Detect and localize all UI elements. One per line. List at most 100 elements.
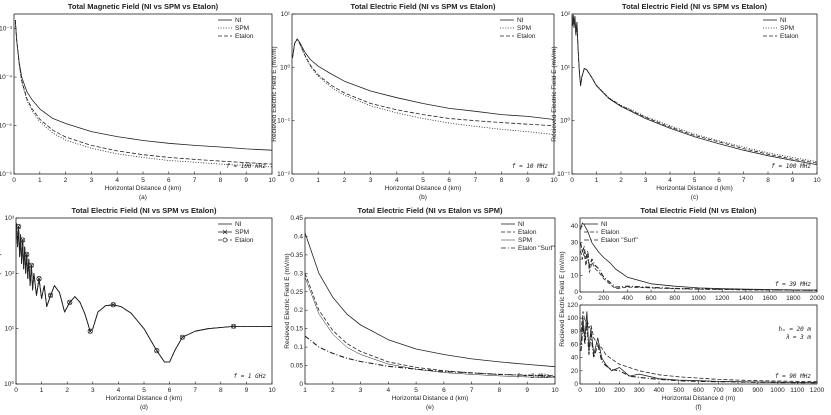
series-line-etalon — [580, 311, 817, 383]
y-axis-label: Recieved Electric Field E (mV/m) — [551, 46, 558, 141]
x-tick-label: 1 — [316, 177, 320, 184]
y-tick-label: 10⁻⁴ — [0, 74, 12, 81]
x-tick-label: 2 — [64, 177, 68, 184]
x-tick-label: 5 — [693, 177, 697, 184]
data-marker-x — [29, 263, 34, 268]
y-tick-label: 0.15 — [290, 326, 303, 333]
x-tick-label: 3 — [644, 177, 648, 184]
x-tick-label: 400 — [654, 387, 665, 394]
series-line-ni — [14, 20, 272, 151]
x-tick-label: 700 — [713, 387, 724, 394]
x-tick-label: 100 — [594, 387, 605, 394]
legend-label: NI — [235, 221, 242, 228]
series-line-etalon — [572, 14, 817, 164]
x-tick-label: 1200 — [715, 295, 730, 302]
x-axis-label: Horizontal Distance d (km) — [392, 395, 469, 402]
x-tick-label: 5 — [142, 387, 146, 394]
chart-title: Total Electric Field (NI vs Etalon) — [640, 206, 757, 215]
chart-panel-b: Total Electric Field (NI vs SPM vs Etalo… — [271, 2, 558, 201]
x-tick-label: 4 — [395, 177, 399, 184]
series-line-etalon — [292, 38, 554, 127]
x-tick-label: 6 — [168, 387, 172, 394]
x-tick-label: 1800 — [786, 295, 801, 302]
side-label: λ = 3 m — [786, 334, 812, 341]
series-line-etalon-surf — [580, 242, 817, 291]
x-tick-label: 300 — [634, 387, 645, 394]
chart-title: Total Electric Field (NI vs SPM vs Etalo… — [622, 2, 767, 11]
x-tick-label: 8 — [766, 177, 770, 184]
x-tick-label: 5 — [141, 177, 145, 184]
x-tick-label: 4 — [387, 387, 391, 394]
series-line-etalon-surf — [580, 320, 817, 384]
x-tick-label: 9 — [244, 177, 248, 184]
frequency-annotation: f = 3 MHz — [516, 373, 549, 380]
x-tick-label: 2 — [65, 387, 69, 394]
x-tick-label: 6 — [717, 177, 721, 184]
y-axis-label: Recieved Electric Field E (mV/m) — [559, 251, 566, 346]
series-line-spm — [14, 20, 272, 168]
legend-label: NI — [235, 17, 242, 24]
series-line-spm — [305, 276, 555, 378]
y-tick-label: 10¹ — [561, 64, 571, 71]
y-tick-label: 0 — [574, 289, 578, 296]
y-tick-label: 60 — [571, 342, 579, 349]
panel-caption: (d) — [140, 404, 148, 411]
plot-frame — [304, 217, 556, 385]
y-tick-label: 120 — [567, 302, 578, 309]
x-tick-label: 3 — [90, 177, 94, 184]
x-axis-label: Horizontal Distance d (km) — [106, 395, 183, 402]
y-tick-label: 10² — [5, 270, 15, 277]
y-tick-label: 10⁰ — [4, 380, 14, 388]
y-axis-label: Recieved Electric Field E (mV/m) — [284, 253, 291, 348]
chart-panel-c: Total Electric Field (NI vs SPM vs Etalo… — [551, 2, 821, 201]
data-marker-circle — [179, 334, 185, 340]
x-tick-label: 8 — [219, 387, 223, 394]
y-tick-label: 0.05 — [290, 363, 303, 370]
x-tick-label: 1 — [38, 177, 42, 184]
chart-panel-e: Total Electric Field (NI vs Etalon vs SP… — [284, 206, 559, 411]
data-marker-circle — [87, 328, 93, 334]
panel-caption: (a) — [139, 194, 147, 201]
x-tick-label: 2 — [331, 387, 335, 394]
series-line-spm — [292, 38, 554, 135]
y-tick-label: 100 — [567, 315, 578, 322]
legend-label: Etalon — [517, 33, 536, 40]
x-tick-label: 5 — [421, 177, 425, 184]
x-tick-label: 1000 — [770, 387, 785, 394]
chart-title: Total Magnetic Field (NI vs SPM vs Etalo… — [68, 2, 219, 11]
x-tick-label: 1400 — [739, 295, 754, 302]
x-tick-label: 0 — [14, 387, 18, 394]
x-axis-label: Horizontal Distance d (m) — [662, 395, 735, 402]
x-tick-label: 7 — [742, 177, 746, 184]
plot-area — [292, 38, 554, 135]
y-tick-label: 0.1 — [294, 344, 303, 351]
x-axis-label: Horizontal Distance d (km) — [105, 185, 182, 192]
series-line-etalon-surf — [305, 335, 555, 377]
legend-label: NI — [601, 221, 608, 228]
x-tick-label: 5 — [414, 387, 418, 394]
y-axis-label: Recieved Electric Field E (mV/m) — [271, 46, 278, 141]
panel-caption: (c) — [691, 194, 699, 201]
x-tick-label: 4 — [117, 387, 121, 394]
data-marker-circle — [48, 292, 54, 298]
x-tick-label: 0 — [570, 177, 574, 184]
x-tick-label: 9 — [245, 387, 249, 394]
y-tick-label: 10⁰ — [280, 63, 290, 71]
side-label: hₛ = 20 m — [778, 326, 811, 333]
legend-label: Etalon — [235, 33, 254, 40]
y-tick-label: 10⁻² — [277, 171, 291, 178]
x-tick-label: 8 — [219, 177, 223, 184]
legend-label: SPM — [235, 229, 249, 236]
x-tick-label: 6 — [167, 177, 171, 184]
x-tick-label: 200 — [614, 387, 625, 394]
y-tick-label: 20 — [571, 256, 579, 263]
legend-label: Etalon — [235, 237, 254, 244]
legend-marker-x — [222, 229, 228, 235]
data-marker-circle — [36, 276, 42, 282]
x-tick-label: 7 — [474, 177, 478, 184]
plot-area — [580, 311, 817, 384]
series-line-ni — [16, 223, 272, 363]
